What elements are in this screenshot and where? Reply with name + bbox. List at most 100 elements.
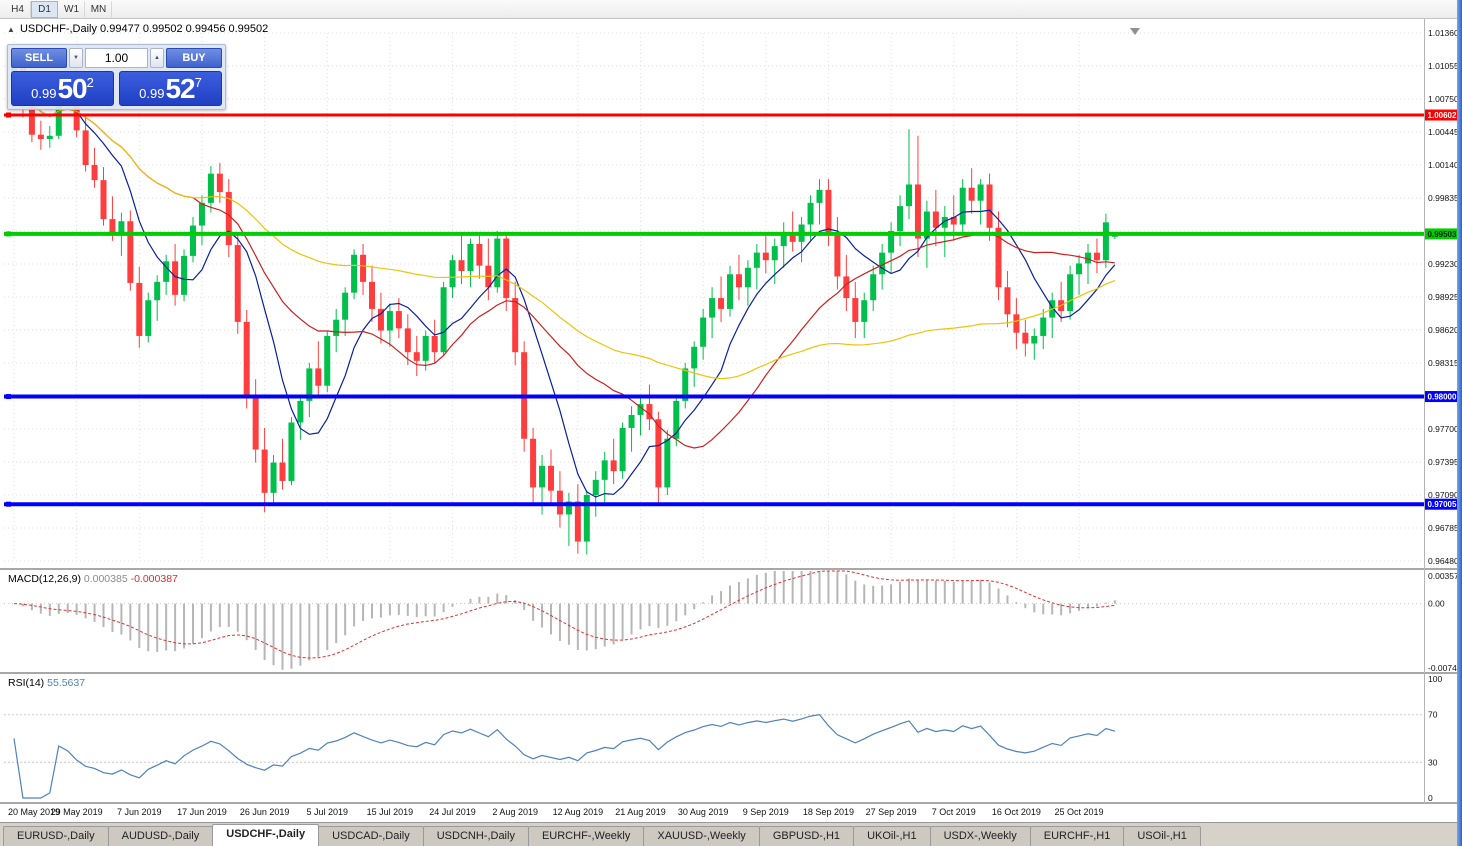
hline-handle-0.98000[interactable] — [6, 394, 11, 400]
svg-text:0.97700: 0.97700 — [1428, 424, 1459, 434]
rsi-indicator-label: RSI(14) 55.5637 — [8, 677, 85, 689]
svg-text:0.98000: 0.98000 — [1428, 393, 1457, 402]
svg-text:9 Sep 2019: 9 Sep 2019 — [743, 807, 789, 817]
time-axis[interactable] — [0, 804, 1424, 822]
rsi-value: 55.5637 — [47, 677, 86, 689]
svg-text:0.98620: 0.98620 — [1428, 325, 1459, 335]
chart-plot-area[interactable] — [4, 33, 1424, 561]
chart-ohlc-values: 0.99477 0.99502 0.99456 0.99502 — [100, 23, 269, 35]
hline-handle-1.00602[interactable] — [6, 112, 11, 118]
price-badge-0.98000 — [1425, 391, 1459, 403]
chart-tab-usdchf-daily[interactable]: USDCHF-,Daily — [212, 824, 320, 846]
svg-text:1.01055: 1.01055 — [1428, 61, 1459, 71]
svg-text:0.97090: 0.97090 — [1428, 490, 1459, 500]
chart-tab-eurchf-h1[interactable]: EURCHF-,H1 — [1029, 826, 1125, 846]
ma-21-line — [13, 66, 1115, 449]
timeframe-d1-button[interactable]: D1 — [31, 0, 58, 18]
buy-price-prefix: 0.99 — [139, 86, 165, 101]
buy-price-big: 52 — [165, 73, 195, 104]
svg-text:30 Aug 2019: 30 Aug 2019 — [678, 807, 729, 817]
svg-text:1.00140: 1.00140 — [1428, 160, 1459, 170]
hline-handle-0.97005[interactable] — [6, 501, 11, 507]
timeframe-toolbar: H4 D1 W1 MN — [0, 0, 1462, 19]
volume-decrease-button[interactable]: ▼ — [69, 48, 83, 68]
svg-text:26 Jun 2019: 26 Jun 2019 — [240, 807, 290, 817]
svg-text:100: 100 — [1428, 674, 1442, 684]
timeframe-h4-button[interactable]: H4 — [4, 0, 31, 18]
chart-title: ▲ USDCHF-,Daily 0.99477 0.99502 0.99456 … — [7, 23, 268, 35]
price-badge-1.00602 — [1425, 109, 1459, 121]
volume-increase-button[interactable]: ▲ — [150, 48, 164, 68]
buy-price-box[interactable]: 0.99 52 7 — [119, 71, 222, 106]
svg-text:7 Jun 2019: 7 Jun 2019 — [117, 807, 162, 817]
svg-text:2 Aug 2019: 2 Aug 2019 — [492, 807, 538, 817]
sell-price-pip: 2 — [86, 75, 94, 90]
chart-shift-marker-icon — [1130, 28, 1140, 35]
sell-button[interactable]: SELL — [11, 48, 67, 68]
rsi-name: RSI(14) — [8, 677, 45, 689]
svg-text:1.00445: 1.00445 — [1428, 127, 1459, 137]
svg-text:0.98315: 0.98315 — [1428, 358, 1459, 368]
chart-tab-usoil-h1[interactable]: USOil-,H1 — [1123, 826, 1201, 846]
svg-text:0.98925: 0.98925 — [1428, 292, 1459, 302]
price-axis[interactable] — [1425, 19, 1459, 804]
timeframe-mn-button[interactable]: MN — [85, 0, 112, 18]
chart-tabs-bar: EURUSD-,Daily AUDUSD-,Daily USDCHF-,Daily U… — [0, 822, 1462, 846]
svg-text:29 May 2019: 29 May 2019 — [51, 807, 103, 817]
svg-text:15 Jul 2019: 15 Jul 2019 — [367, 807, 414, 817]
svg-text:20 May 2019: 20 May 2019 — [8, 807, 60, 817]
svg-text:0.99503: 0.99503 — [1428, 230, 1457, 239]
svg-text:24 Jul 2019: 24 Jul 2019 — [429, 807, 476, 817]
svg-text:16 Oct 2019: 16 Oct 2019 — [992, 807, 1041, 817]
macd-signal-line — [13, 570, 1115, 659]
price-chart[interactable]: 1.01360 1.01055 1.00750 1.00445 1.00140 0.998… — [0, 19, 1462, 822]
sell-price-prefix: 0.99 — [31, 86, 57, 101]
svg-text:-0.00749: -0.00749 — [1428, 663, 1462, 673]
svg-text:0.99835: 0.99835 — [1428, 193, 1459, 203]
svg-text:1.00602: 1.00602 — [1428, 111, 1457, 120]
svg-text:1.01360: 1.01360 — [1428, 28, 1459, 38]
svg-text:0: 0 — [1428, 793, 1433, 803]
macd-indicator-label: MACD(12,26,9) 0.000385 -0.000387 — [8, 573, 178, 585]
svg-text:25 Oct 2019: 25 Oct 2019 — [1055, 807, 1104, 817]
svg-text:1.00750: 1.00750 — [1428, 94, 1459, 104]
timeframe-w1-button[interactable]: W1 — [58, 0, 85, 18]
svg-text:0.003574: 0.003574 — [1428, 571, 1462, 581]
chart-tab-eurusd-daily[interactable]: EURUSD-,Daily — [3, 826, 109, 846]
svg-text:0.97005: 0.97005 — [1428, 500, 1457, 509]
volume-input[interactable] — [85, 48, 148, 68]
chart-tab-usdcnh-daily[interactable]: USDCNH-,Daily — [422, 826, 529, 846]
svg-text:70: 70 — [1428, 710, 1438, 720]
svg-text:0.96785: 0.96785 — [1428, 523, 1459, 533]
ma-55-line — [13, 66, 1116, 380]
chart-tab-eurchf-weekly[interactable]: EURCHF-,Weekly — [527, 826, 645, 846]
svg-text:30: 30 — [1428, 757, 1438, 767]
svg-text:21 Aug 2019: 21 Aug 2019 — [615, 807, 666, 817]
chart-tab-usdcad-daily[interactable]: USDCAD-,Daily — [318, 826, 424, 846]
price-badge-0.97005 — [1425, 498, 1459, 510]
sell-price-big: 50 — [57, 73, 87, 104]
svg-text:0.97395: 0.97395 — [1428, 457, 1459, 467]
svg-text:27 Sep 2019: 27 Sep 2019 — [866, 807, 917, 817]
svg-text:0.96480: 0.96480 — [1428, 556, 1459, 566]
hline-handle-0.99503[interactable] — [6, 231, 11, 237]
sell-price-box[interactable]: 0.99 50 2 — [11, 71, 114, 106]
macd-value: 0.000385 — [83, 573, 128, 585]
chart-tab-usdx-weekly[interactable]: USDX-,Weekly — [929, 826, 1031, 846]
chart-window-icon: ▲ — [7, 25, 15, 34]
chart-tab-audusd-daily[interactable]: AUDUSD-,Daily — [107, 826, 214, 846]
macd-signal-value: -0.000387 — [130, 573, 178, 585]
svg-text:17 Jun 2019: 17 Jun 2019 — [177, 807, 227, 817]
price-badge-0.99503 — [1425, 228, 1459, 240]
macd-name: MACD(12,26,9) — [8, 573, 81, 585]
buy-button[interactable]: BUY — [166, 48, 222, 68]
chart-tab-ukoil-h1[interactable]: UKOil-,H1 — [853, 826, 931, 846]
chart-tab-xauusd-weekly[interactable]: XAUUSD-,Weekly — [643, 826, 760, 846]
svg-text:0.00: 0.00 — [1428, 599, 1445, 609]
chart-tab-gbpusd-h1[interactable]: GBPUSD-,H1 — [758, 826, 855, 846]
svg-text:5 Jul 2019: 5 Jul 2019 — [306, 807, 348, 817]
svg-text:0.99230: 0.99230 — [1428, 259, 1459, 269]
svg-text:7 Oct 2019: 7 Oct 2019 — [932, 807, 976, 817]
buy-price-pip: 7 — [194, 75, 202, 90]
